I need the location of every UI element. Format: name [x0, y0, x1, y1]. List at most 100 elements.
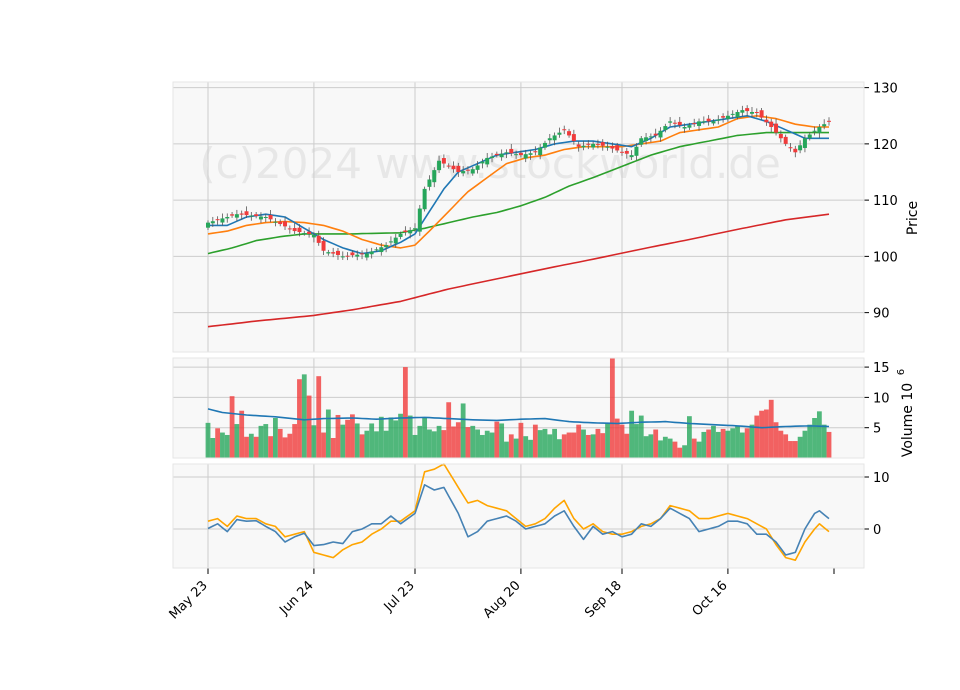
volume-bar	[383, 430, 389, 458]
candle-body	[783, 136, 788, 144]
volume-bar	[816, 411, 822, 458]
candle-body	[278, 221, 283, 225]
volume-axis-exponent: 6	[896, 369, 907, 375]
candle-body	[374, 249, 379, 251]
volume-bar	[263, 424, 269, 458]
candle-body	[321, 240, 326, 251]
volume-bar	[427, 429, 432, 458]
volume-bar	[807, 424, 813, 458]
candle-body	[769, 121, 774, 127]
candle-body	[504, 152, 509, 154]
candle-body	[206, 222, 210, 228]
candle-body	[345, 255, 350, 257]
candle-body	[581, 145, 586, 148]
candle-body	[465, 169, 470, 171]
volume-bar	[609, 358, 615, 458]
ma-very-long-line	[207, 213, 830, 328]
candle-body	[249, 215, 254, 217]
candle-body	[576, 144, 581, 147]
candle-body	[408, 230, 413, 234]
volume-bar	[749, 424, 755, 458]
volume-bar	[229, 396, 235, 458]
volume-bar	[802, 430, 808, 458]
candle-body	[417, 208, 422, 232]
candle-body	[682, 127, 687, 129]
candle-body	[456, 165, 461, 172]
volume-bar	[677, 447, 683, 458]
candle-body	[533, 151, 538, 153]
candle-body	[586, 143, 591, 145]
candle-body	[798, 145, 803, 151]
price-tick-label: 100	[873, 250, 898, 265]
volume-bar	[643, 436, 649, 458]
volume-bar	[547, 434, 553, 458]
candle-body	[311, 235, 316, 238]
volume-bar	[489, 432, 495, 458]
candle-body	[721, 116, 726, 118]
x-tick-label: Oct 16	[690, 578, 731, 619]
candle-body	[254, 214, 259, 217]
price-series	[206, 105, 831, 328]
candle-body	[648, 136, 653, 138]
candle-body	[268, 214, 273, 220]
volume-bar	[821, 424, 827, 458]
candle-body	[518, 152, 523, 156]
candle-body	[697, 121, 702, 126]
x-tick-label: Sep 18	[582, 578, 625, 621]
volume-bar	[605, 423, 610, 458]
volume-bar	[359, 434, 365, 458]
candle-body	[307, 231, 312, 235]
volume-bar	[388, 417, 394, 458]
volume-bar	[581, 429, 586, 458]
volume-bar	[364, 430, 370, 458]
candle-body	[629, 155, 634, 158]
volume-bar	[268, 436, 273, 458]
candle-body	[754, 112, 759, 113]
volume-bar	[272, 418, 278, 458]
volume-series	[205, 358, 832, 458]
candle-body	[331, 252, 336, 254]
candle-body	[778, 133, 783, 139]
volume-bar	[739, 432, 745, 458]
candle-body	[514, 154, 519, 156]
candle-body	[528, 153, 533, 155]
volume-bar	[696, 441, 702, 458]
volume-bar	[234, 424, 240, 458]
volume-bar	[513, 438, 519, 458]
ma-long-line	[207, 131, 829, 255]
price-tick-label: 110	[873, 194, 898, 209]
candle-body	[244, 211, 249, 216]
volume-bar	[759, 410, 765, 458]
volume-bar	[542, 428, 548, 458]
candle-body	[340, 256, 345, 258]
volume-bar	[826, 431, 832, 458]
volume-bar	[301, 374, 307, 458]
volume-bar	[720, 428, 726, 458]
candle-body	[677, 121, 682, 126]
volume-bar	[754, 415, 760, 458]
volume-axis-label: Volume 10	[900, 383, 916, 457]
volume-bar	[686, 416, 692, 458]
candle-body	[292, 228, 297, 232]
price-tick-label: 90	[873, 307, 890, 322]
candle-body	[360, 253, 365, 255]
candle-body	[225, 217, 230, 219]
price-axis-label: Price	[905, 201, 921, 235]
candle-body	[263, 217, 268, 218]
x-tick-label: Jun 24	[276, 578, 316, 618]
x-tick-label: Aug 20	[481, 578, 524, 621]
volume-bar	[306, 395, 312, 458]
volume-bar	[321, 432, 326, 458]
candle-body	[432, 170, 437, 183]
candle-body	[234, 214, 239, 218]
volume-bar	[422, 418, 428, 458]
candle-body	[788, 147, 793, 149]
candle-body	[711, 121, 716, 124]
volume-bar	[528, 439, 533, 458]
candle-body	[398, 233, 403, 237]
volume-bar	[441, 430, 447, 458]
volume-bar	[205, 422, 211, 458]
volume-bar	[239, 410, 245, 458]
candle-body	[523, 154, 528, 159]
